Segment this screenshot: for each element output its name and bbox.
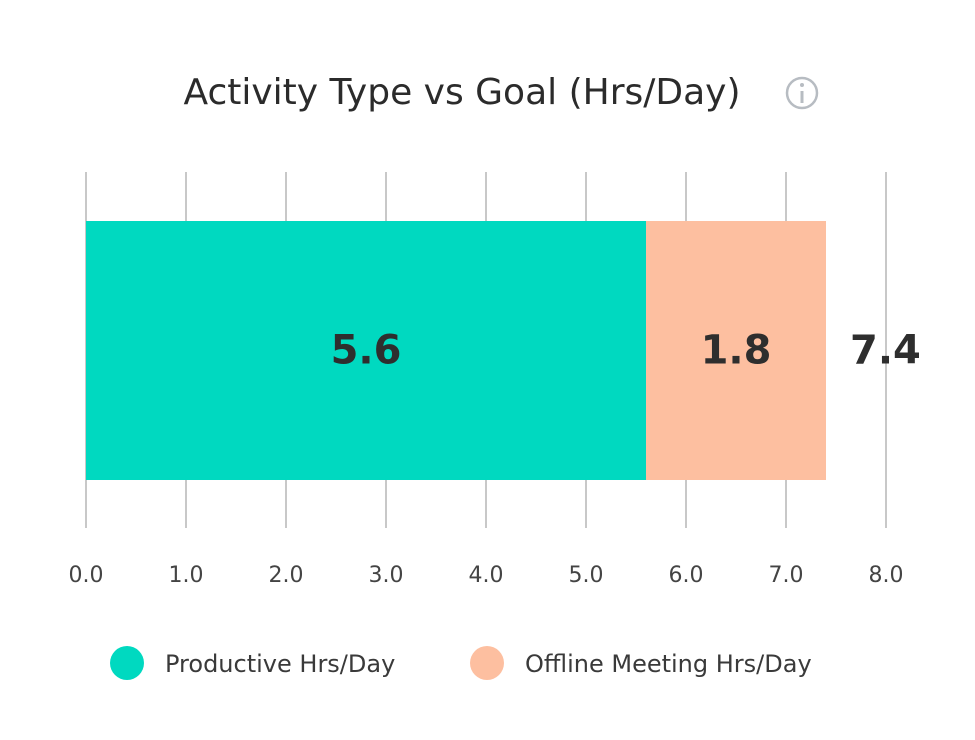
bar-segment — [646, 221, 826, 480]
x-tick-label: 1.0 — [169, 563, 204, 588]
x-tick-label: 2.0 — [269, 563, 304, 588]
info-icon[interactable] — [785, 76, 819, 110]
legend-label: Productive Hrs/Day — [165, 650, 395, 678]
value-label: 5.6 — [331, 328, 402, 374]
total-label: 7.4 — [850, 328, 921, 374]
legend-swatch — [110, 646, 144, 680]
legend-label: Offline Meeting Hrs/Day — [525, 650, 812, 678]
x-tick-label: 8.0 — [869, 563, 904, 588]
x-tick-label: 6.0 — [669, 563, 704, 588]
x-tick-label: 7.0 — [769, 563, 804, 588]
bar-segment — [86, 221, 646, 480]
x-tick-label: 0.0 — [69, 563, 104, 588]
x-tick-label: 4.0 — [469, 563, 504, 588]
chart-title: Activity Type vs Goal (Hrs/Day) — [183, 72, 740, 113]
legend-swatch — [470, 646, 504, 680]
x-tick-label: 3.0 — [369, 563, 404, 588]
x-tick-label: 5.0 — [569, 563, 604, 588]
value-label: 1.8 — [701, 328, 772, 374]
